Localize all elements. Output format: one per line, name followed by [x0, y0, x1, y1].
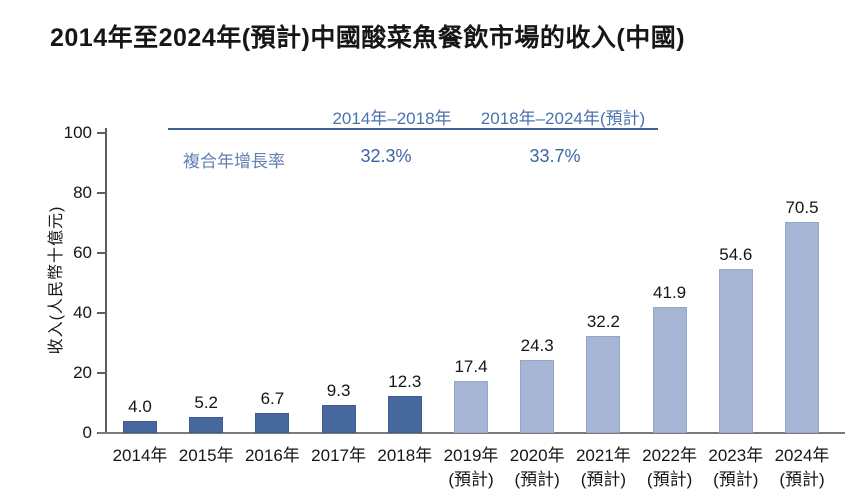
- x-tick-sublabel: (預計): [514, 470, 560, 489]
- bar-2015年: [189, 417, 224, 433]
- bar-value-label: 17.4: [454, 356, 488, 376]
- x-tick-label: 2019年: [443, 446, 499, 465]
- cagr-value-period2: 33.7%: [529, 146, 581, 166]
- y-tick-label: 40: [73, 303, 92, 322]
- bar-2020年: [520, 360, 555, 433]
- annotation-period1-label: 2014年–2018年: [332, 109, 452, 128]
- y-axis-tick: [97, 252, 106, 254]
- bar-value-label: 41.9: [653, 283, 687, 303]
- y-axis-line: [105, 128, 107, 434]
- bar-value-label: 9.3: [326, 381, 351, 401]
- x-tick-sublabel: (預計): [580, 470, 627, 489]
- cagr-value-period1: 32.3%: [360, 146, 412, 166]
- bar-value-label: 70.5: [785, 197, 819, 217]
- x-tick-sublabel: (預計): [779, 470, 825, 489]
- chart-title: 2014年至2024年(預計)中國酸菜魚餐飲市場的收入(中國): [50, 24, 686, 52]
- bar-2023年: [718, 269, 753, 433]
- bar-2021年: [586, 336, 621, 433]
- x-tick-label: 2024年: [774, 446, 830, 465]
- bar-2019年: [454, 380, 488, 433]
- bar-value-label: 24.3: [520, 336, 554, 356]
- x-tick-label: 2016年: [244, 446, 300, 465]
- bar-2016年: [255, 412, 290, 433]
- x-tick-label: 2022年: [642, 446, 697, 465]
- y-axis-tick: [97, 132, 106, 134]
- y-tick-label: 0: [82, 423, 92, 442]
- cagr-row-label: 複合年增長率: [183, 152, 285, 171]
- x-tick-label: 2014年: [112, 446, 168, 465]
- bar-value-label: 12.3: [388, 372, 422, 392]
- x-tick-label: 2018年: [377, 446, 433, 465]
- x-tick-sublabel: (預計): [646, 470, 693, 489]
- bar-2024年: [785, 221, 819, 433]
- bar-2022年: [652, 307, 687, 433]
- y-axis-tick: [97, 312, 106, 314]
- x-tick-sublabel: (預計): [448, 470, 494, 489]
- bar-value-label: 5.2: [194, 393, 218, 413]
- bar-value-label: 4.0: [128, 397, 152, 416]
- x-tick-label: 2017年: [311, 446, 366, 465]
- y-axis-tick: [97, 192, 106, 194]
- bar-value-label: 54.6: [719, 245, 753, 265]
- y-tick-label: 20: [73, 363, 92, 382]
- y-tick-label: 100: [63, 123, 92, 142]
- annotation-period2-label: 2018年–2024年(預計): [480, 109, 646, 128]
- x-tick-sublabel: (預計): [713, 470, 759, 489]
- y-axis-tick: [97, 372, 106, 374]
- bar-value-label: 32.2: [586, 312, 620, 332]
- x-tick-label: 2023年: [708, 446, 764, 465]
- y-tick-label: 80: [73, 183, 92, 202]
- bar-2014年: [123, 421, 157, 433]
- x-tick-label: 2020年: [509, 446, 565, 465]
- x-tick-label: 2021年: [575, 446, 631, 465]
- bar-value-label: 6.7: [260, 388, 285, 408]
- x-tick-label: 2015年: [178, 446, 234, 465]
- annotation-divider-line: [168, 128, 658, 130]
- y-axis-title: 收入(人民幣十億元): [48, 205, 65, 355]
- y-tick-label: 60: [73, 243, 92, 262]
- bar-2017年: [321, 405, 356, 433]
- bar-2018年: [387, 396, 422, 433]
- x-axis-line: [98, 432, 845, 434]
